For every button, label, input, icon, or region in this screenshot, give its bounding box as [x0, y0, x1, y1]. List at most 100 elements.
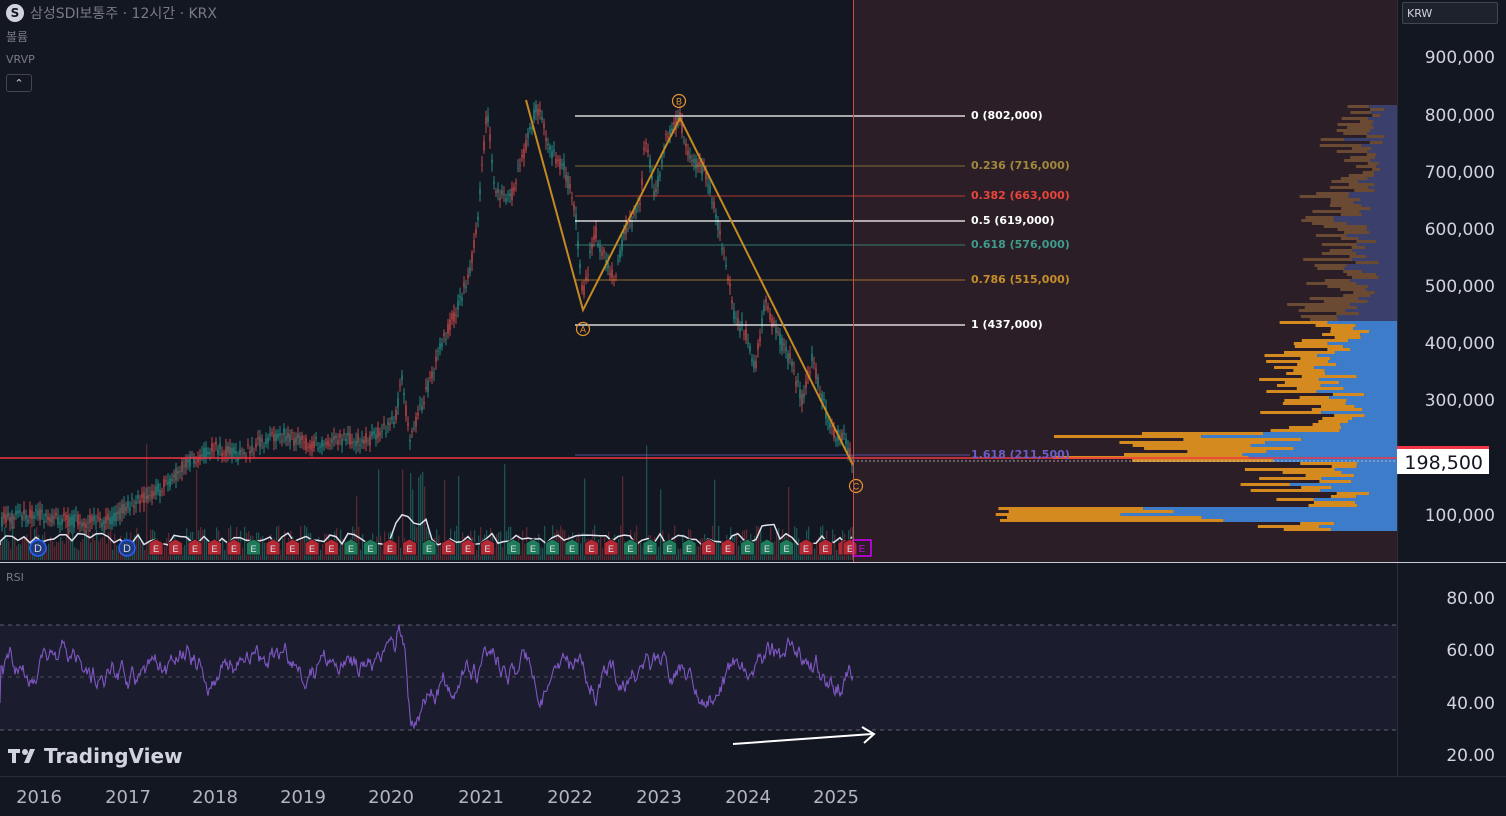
volume-bar — [412, 489, 414, 560]
earnings-marker-icon[interactable] — [207, 538, 222, 556]
earnings-marker-icon[interactable] — [759, 538, 775, 556]
earnings-marker-icon[interactable] — [623, 538, 638, 556]
candle-body — [617, 260, 619, 262]
earnings-marker-icon[interactable] — [148, 538, 164, 556]
earnings-marker-icon[interactable] — [642, 538, 658, 556]
volume-profile-down-bar — [1362, 270, 1397, 273]
earnings-marker-icon[interactable] — [441, 538, 456, 556]
earnings-marker-icon[interactable] — [525, 538, 541, 556]
candle-body — [267, 437, 269, 443]
earnings-marker-icon[interactable] — [324, 538, 339, 556]
rsi-indicator-label[interactable]: RSI — [6, 571, 24, 584]
abc-wave-line[interactable] — [525, 99, 854, 466]
volume-bar — [562, 529, 564, 560]
fib-retracement[interactable] — [575, 115, 970, 456]
earnings-marker-icon[interactable] — [363, 538, 378, 556]
candle-body — [221, 452, 223, 456]
event-markers[interactable]: DDEEEEEEEEEEEEEEEEEEEEEEEEEEEEEEEEEEEEEE… — [29, 538, 872, 557]
earnings-marker-icon[interactable] — [798, 538, 814, 556]
candle-body — [33, 515, 35, 519]
earnings-marker-icon[interactable] — [246, 538, 261, 556]
tradingview-logo[interactable]: TradingView — [8, 744, 183, 768]
currency-selector[interactable]: KRW — [1402, 2, 1498, 24]
earnings-marker-icon[interactable] — [681, 538, 697, 556]
pane-divider[interactable] — [0, 562, 1506, 563]
earnings-marker-icon[interactable] — [740, 538, 755, 556]
candle-body — [805, 381, 807, 388]
candle-body — [561, 163, 563, 166]
dividend-marker-icon[interactable] — [118, 539, 136, 557]
volume-profile-up-bar — [1283, 528, 1331, 531]
earnings-marker-icon[interactable] — [187, 538, 203, 556]
candle-body — [421, 405, 423, 411]
candle-body — [101, 522, 103, 527]
volume-bar — [678, 549, 680, 560]
vertical-date-line[interactable] — [853, 0, 854, 562]
volume-bar — [816, 540, 818, 560]
volume-profile-down-bar — [1384, 108, 1397, 111]
candle-body — [677, 116, 679, 123]
main-chart-svg[interactable]: A B C D D E E E E E E E E E E E E E E E E E E E E E E E E E E E E E E E E E E E… — [0, 0, 1397, 562]
symbol-title[interactable]: 삼성SDI보통주 · 12시간 · KRX — [30, 6, 217, 22]
price-axis[interactable]: 900,000 800,000 700,000 600,000 500,000 400,0… — [1397, 0, 1506, 562]
earnings-marker-icon[interactable] — [421, 538, 437, 556]
candle-body — [141, 493, 143, 499]
volume-profile-up-bar — [1351, 147, 1372, 150]
earnings-marker-icon[interactable] — [818, 538, 833, 556]
volume-profile-up-bar — [1284, 381, 1339, 384]
earnings-marker-icon[interactable] — [720, 538, 736, 556]
earnings-marker-icon[interactable] — [506, 538, 521, 556]
earnings-marker-icon[interactable] — [168, 538, 183, 556]
vrvp-indicator-label[interactable]: VRVP — [6, 53, 35, 66]
earnings-marker-icon[interactable] — [265, 538, 281, 556]
wave-point-marker[interactable] — [575, 321, 591, 337]
candle-body — [775, 327, 777, 333]
earnings-marker-icon[interactable] — [304, 538, 320, 556]
candle-body — [667, 136, 669, 138]
earnings-marker-icon[interactable] — [402, 538, 417, 556]
candle-body — [615, 276, 617, 278]
earnings-marker-icon[interactable] — [701, 538, 716, 556]
candle-body — [103, 520, 105, 525]
symbol-logo-icon[interactable]: S — [6, 4, 24, 22]
volume-profile-up-bar — [1331, 180, 1358, 183]
earnings-marker-icon[interactable] — [564, 538, 580, 556]
collapse-indicators-button[interactable]: ⌃ — [6, 74, 32, 92]
earnings-marker-label: E — [764, 544, 770, 554]
earnings-marker-icon[interactable] — [382, 538, 398, 556]
earnings-marker-label: E — [445, 544, 451, 554]
volume-profile-up-bar — [1284, 399, 1347, 402]
candle-body — [481, 164, 483, 166]
wave-point-marker[interactable] — [671, 93, 687, 109]
time-axis[interactable]: 2016 2017 2018 2019 2020 2021 2022 2023 2024 2025 — [0, 776, 1506, 816]
earnings-marker-icon[interactable] — [603, 538, 619, 556]
volume-bar — [342, 538, 344, 560]
earnings-marker-icon[interactable] — [343, 538, 359, 556]
earnings-marker-icon[interactable] — [545, 538, 560, 556]
volume-profile-down-bar — [1360, 333, 1397, 336]
candle-body — [651, 175, 653, 180]
earnings-marker-icon[interactable] — [662, 538, 677, 556]
volume-profile-up-bar — [1337, 123, 1372, 126]
candle-body — [509, 193, 511, 196]
earnings-marker-icon[interactable] — [584, 538, 599, 556]
rsi-axis[interactable]: 80.00 60.00 40.00 20.00 — [1397, 563, 1506, 776]
wave-point-marker[interactable] — [848, 478, 864, 494]
earnings-marker-icon[interactable] — [226, 538, 242, 556]
volume-bar — [62, 541, 64, 560]
candle-body — [123, 503, 125, 515]
volume-indicator-label[interactable]: 볼륨 — [6, 30, 29, 44]
volume-bar — [74, 547, 76, 560]
rsi-divergence-arrow[interactable] — [732, 733, 873, 745]
rsi-chart-svg[interactable] — [0, 563, 1397, 776]
candle-body — [77, 514, 79, 526]
volume-profile-down-bar — [1370, 207, 1397, 210]
volume-profile-up-bar — [1301, 339, 1349, 342]
earnings-marker-icon[interactable] — [460, 538, 476, 556]
volume-profile-down-bar — [1334, 522, 1397, 525]
dividend-marker-icon[interactable] — [29, 539, 47, 557]
earnings-marker-icon[interactable] — [779, 538, 794, 556]
earnings-marker-icon[interactable] — [285, 538, 300, 556]
fib-level-label: 0.618 (576,000) — [971, 238, 1070, 251]
earnings-marker-icon[interactable] — [480, 538, 495, 556]
